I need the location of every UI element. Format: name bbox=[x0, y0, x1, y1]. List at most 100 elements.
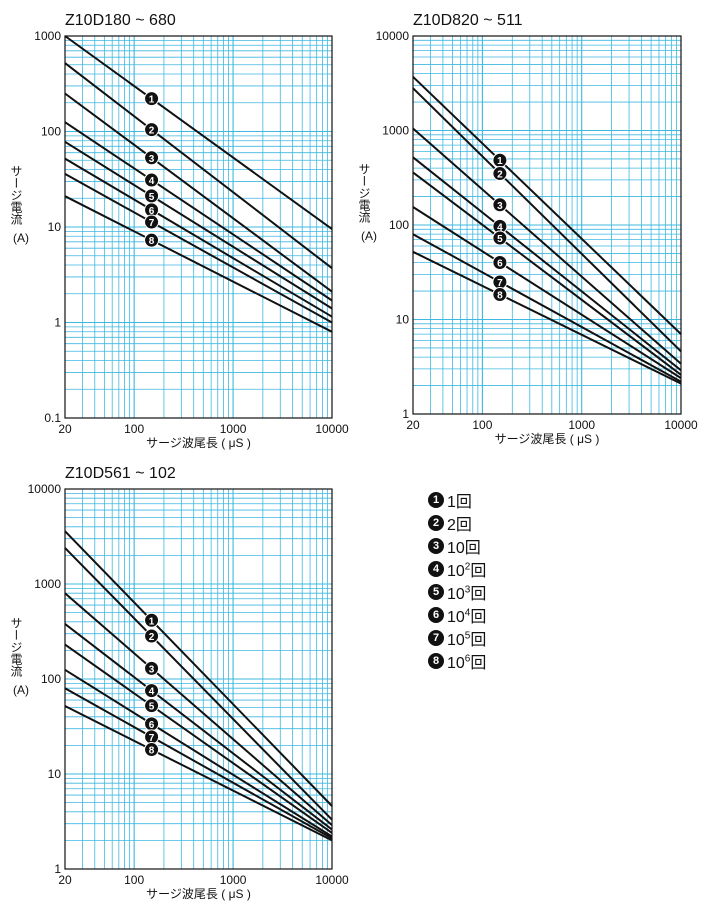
series-line bbox=[64, 62, 333, 269]
legend-text: 2回 bbox=[447, 516, 472, 534]
series-line bbox=[64, 687, 333, 840]
series-marker bbox=[144, 698, 160, 714]
plot-frame bbox=[64, 488, 333, 870]
series-marker bbox=[144, 91, 160, 107]
legend-marker: 8 bbox=[428, 652, 444, 669]
y-axis-label: サージ電流 bbox=[9, 165, 23, 225]
y-tick-label: 10 bbox=[48, 220, 62, 234]
y-tick-label: 1 bbox=[402, 407, 409, 421]
legend-item: 6 104回 bbox=[428, 603, 486, 626]
series-marker-label: 2 bbox=[149, 126, 155, 137]
y-axis-unit: (A) bbox=[13, 231, 29, 245]
series-marker-label: 8 bbox=[149, 746, 155, 757]
series-line bbox=[412, 250, 682, 385]
series-marker-label: 5 bbox=[149, 702, 155, 713]
legend-text: 105回 bbox=[447, 630, 487, 649]
chart-title: Z10D180 ~ 680 bbox=[65, 12, 176, 29]
series-marker-label: 6 bbox=[149, 206, 155, 217]
plot-frame bbox=[64, 35, 333, 419]
series-line bbox=[412, 156, 682, 372]
y-tick-label: 100 bbox=[389, 218, 409, 232]
series-line bbox=[64, 623, 333, 831]
y-axis-unit: (A) bbox=[13, 683, 29, 697]
legend-marker: 4 bbox=[428, 560, 444, 577]
series-marker-label: 2 bbox=[497, 170, 503, 181]
series-line bbox=[64, 140, 333, 310]
series-marker bbox=[144, 660, 160, 676]
series-marker bbox=[492, 166, 508, 182]
series-marker-label: 1 bbox=[497, 156, 503, 167]
legend-text: 106回 bbox=[447, 653, 487, 672]
series-marker-label: 5 bbox=[149, 192, 155, 203]
legend-text: 1回 bbox=[447, 493, 472, 511]
legend-marker: 7 bbox=[428, 629, 444, 646]
chart-title: Z10D561 ~ 102 bbox=[65, 465, 176, 482]
x-axis-label: サージ波尾長 ( μS ) bbox=[495, 432, 600, 446]
series-marker bbox=[144, 122, 160, 138]
series-marker-label: 4 bbox=[149, 687, 155, 698]
series-line bbox=[64, 643, 333, 834]
series-marker-label: 4 bbox=[149, 176, 155, 187]
y-tick-label: 100 bbox=[41, 672, 61, 686]
series-marker-label: 8 bbox=[149, 236, 155, 247]
y-tick-label: 10 bbox=[396, 313, 410, 327]
legend-text: 103回 bbox=[447, 584, 487, 603]
legend-item: 2 2回 bbox=[428, 511, 486, 534]
y-tick-label: 1 bbox=[54, 862, 61, 876]
legend-item: 3 10回 bbox=[428, 534, 486, 557]
y-tick-label: 0.1 bbox=[44, 411, 61, 425]
legend-marker: 5 bbox=[428, 583, 444, 600]
x-tick-label: 20 bbox=[58, 422, 72, 436]
series-line bbox=[64, 530, 333, 807]
legend-marker: 3 bbox=[428, 537, 444, 554]
series-line bbox=[64, 92, 333, 293]
x-axis-label: サージ波尾長 ( μS ) bbox=[146, 436, 251, 450]
legend-text: 102回 bbox=[447, 561, 487, 580]
series-line bbox=[64, 668, 333, 838]
series-line bbox=[64, 173, 333, 324]
x-tick-label: 1000 bbox=[220, 873, 247, 887]
y-tick-label: 100 bbox=[41, 125, 61, 139]
series-marker bbox=[492, 197, 508, 213]
series-marker-label: 7 bbox=[149, 218, 155, 229]
x-tick-label: 10000 bbox=[664, 418, 698, 432]
legend-item: 5 103回 bbox=[428, 580, 486, 603]
legend-marker: 1 bbox=[428, 491, 444, 508]
chart-panel: Z10D820 ~ 511 20 100 1000 10000 1 10 100 1000 100… bbox=[357, 12, 698, 446]
plot-frame bbox=[412, 35, 682, 415]
series-marker-label: 1 bbox=[149, 616, 155, 627]
series-marker bbox=[144, 232, 160, 248]
series-line bbox=[412, 76, 682, 335]
series-line bbox=[412, 233, 682, 383]
series-marker bbox=[144, 742, 160, 758]
series-marker-label: 6 bbox=[149, 720, 155, 731]
x-axis-label: サージ波尾長 ( μS ) bbox=[146, 887, 251, 901]
series-marker-label: 7 bbox=[149, 733, 155, 744]
series-marker-label: 1 bbox=[149, 95, 155, 106]
x-tick-label: 10000 bbox=[315, 873, 349, 887]
x-tick-label: 10000 bbox=[315, 422, 349, 436]
y-axis-label: サージ電流 bbox=[9, 617, 23, 677]
x-tick-label: 1000 bbox=[220, 422, 247, 436]
series-marker bbox=[144, 150, 160, 166]
series-marker-label: 2 bbox=[149, 632, 155, 643]
series-line bbox=[64, 592, 333, 826]
x-tick-label: 100 bbox=[124, 873, 144, 887]
series-marker-label: 3 bbox=[149, 664, 155, 675]
series-marker bbox=[144, 683, 160, 699]
series-marker bbox=[492, 230, 508, 246]
legend-item: 4 102回 bbox=[428, 557, 486, 580]
x-tick-label: 100 bbox=[124, 422, 144, 436]
series-line bbox=[64, 121, 333, 302]
y-tick-label: 10000 bbox=[376, 29, 410, 43]
series-marker bbox=[492, 254, 508, 270]
x-tick-label: 20 bbox=[406, 418, 420, 432]
legend-marker: 2 bbox=[428, 514, 444, 531]
series-line bbox=[64, 195, 333, 333]
legend-item: 1 1回 bbox=[428, 488, 486, 511]
y-axis-unit: (A) bbox=[361, 229, 377, 243]
series-line bbox=[412, 171, 682, 376]
series-marker-label: 7 bbox=[497, 278, 503, 289]
x-tick-label: 100 bbox=[472, 418, 492, 432]
